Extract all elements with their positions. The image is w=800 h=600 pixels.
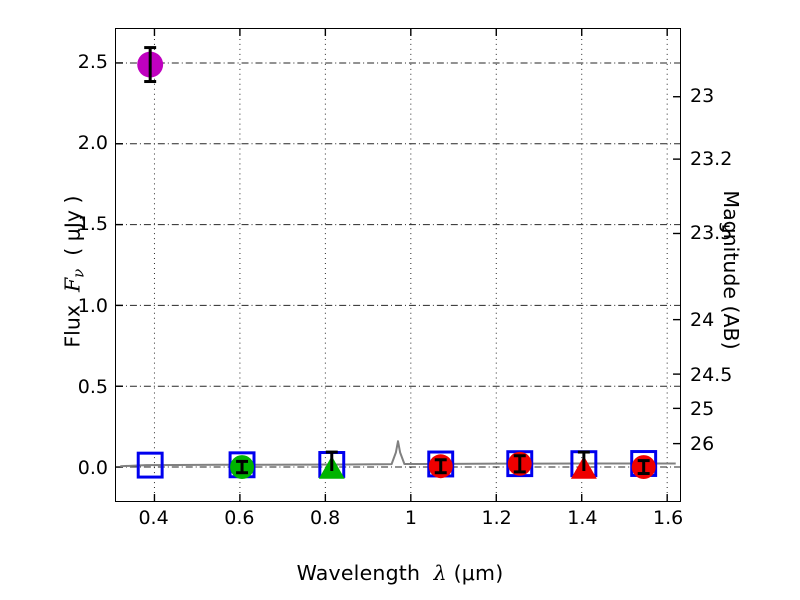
y-tick-label-right: 23.5 xyxy=(690,222,733,245)
y-axis-left-label: Flux Fν ( μJy ) xyxy=(60,35,87,509)
x-tick-label: 1.2 xyxy=(481,507,512,529)
x-axis-label-unit: (μm) xyxy=(453,561,504,585)
y-tick-label-right: 25 xyxy=(690,397,715,420)
detection-markers xyxy=(137,46,656,480)
y-tick-label-right: 24.5 xyxy=(690,363,733,386)
y-tick-label-left: 0.0 xyxy=(77,456,108,479)
y-axis-right-label: Magnitude (AB) xyxy=(719,190,743,350)
y-tick-label-left: 2.5 xyxy=(77,51,108,74)
model-spectrum-line xyxy=(120,440,676,468)
y-tick-label-right: 23 xyxy=(690,85,715,108)
y-tick-label-right: 24 xyxy=(690,308,715,331)
y-tick-label-left: 2.0 xyxy=(77,132,108,155)
plot-area xyxy=(115,28,681,502)
y-axis-left-label-subscript: ν xyxy=(70,268,88,278)
gridlines xyxy=(116,29,680,501)
x-axis-label-symbol: λ xyxy=(433,561,447,585)
x-axis-label: Wavelength λ (μm) xyxy=(0,561,800,585)
y-tick-label-right: 26 xyxy=(690,433,715,456)
axis-ticks xyxy=(116,29,680,501)
x-tick-label: 1.6 xyxy=(653,507,684,529)
x-axis-label-prefix: Wavelength xyxy=(296,561,421,585)
x-tick-label: 0.4 xyxy=(138,507,169,529)
x-tick-label: 0.8 xyxy=(309,507,341,529)
y-axis-left-label-symbol: F xyxy=(60,277,85,292)
y-tick-label-right: 23.2 xyxy=(690,147,733,170)
x-tick-label: 1.4 xyxy=(567,507,598,529)
plot-canvas xyxy=(116,29,680,501)
model-photometry-square xyxy=(136,451,164,479)
x-tick-label: 1 xyxy=(404,507,417,529)
y-tick-label-left: 0.5 xyxy=(77,375,108,398)
x-tick-label: 0.6 xyxy=(224,507,255,529)
y-tick-label-left: 1.5 xyxy=(77,213,108,236)
upper-limit-markers xyxy=(318,450,597,479)
y-tick-label-left: 1.0 xyxy=(77,294,108,317)
